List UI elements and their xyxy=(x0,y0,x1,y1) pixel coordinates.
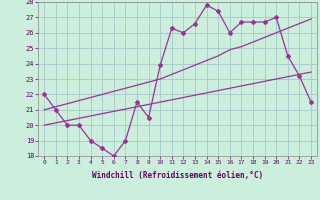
X-axis label: Windchill (Refroidissement éolien,°C): Windchill (Refroidissement éolien,°C) xyxy=(92,171,263,180)
